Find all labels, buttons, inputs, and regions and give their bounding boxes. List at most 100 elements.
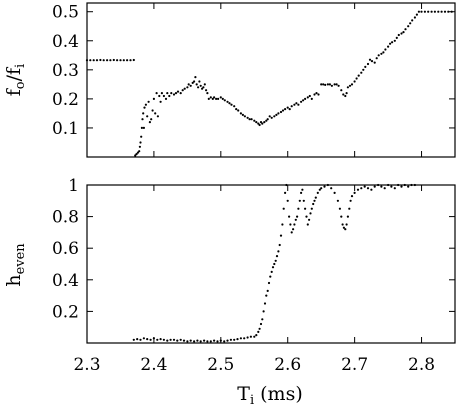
ratio-data-point: [201, 87, 204, 90]
ratio-data-point: [350, 83, 354, 86]
heven-data-point: [243, 337, 246, 340]
ratio-data-point: [132, 58, 135, 62]
ratio-data-point: [450, 10, 453, 13]
heven-data-point: [229, 338, 232, 341]
heven-data-point: [149, 338, 152, 341]
ratio-data-point: [370, 60, 374, 63]
ratio-data-point: [417, 10, 420, 13]
heven-data-point: [320, 187, 323, 190]
heven-data-point: [383, 187, 386, 190]
ratio-data-point: [353, 80, 356, 83]
ratio-data-point: [333, 83, 336, 86]
ratio-ytick-group: 0.1 0.2 0.3 0.4 0.5: [52, 3, 455, 139]
ratio-data-point: [203, 83, 206, 86]
ratio-data-point: [295, 102, 298, 105]
heven-data-point: [226, 339, 229, 342]
heven-data-point: [360, 187, 363, 190]
heven-data-point: [176, 339, 179, 342]
ratio-ytick-label: 0.3: [52, 61, 79, 81]
ratio-data-point: [411, 19, 414, 22]
ratio-data-point: [146, 115, 149, 118]
ratio-data-point: [150, 118, 153, 121]
ratio-data-point: [241, 113, 244, 116]
heven-data-point: [271, 266, 275, 269]
heven-data-point: [270, 270, 273, 273]
heven-data-point: [293, 223, 296, 226]
heven-data-point: [206, 340, 209, 343]
ratio-data-point: [195, 83, 198, 86]
heven-data-point: [407, 185, 410, 188]
heven-data-point: [377, 183, 380, 187]
heven-data-point: [326, 183, 329, 187]
ratio-data-point: [286, 106, 289, 109]
ratio-data-point: [228, 102, 231, 105]
ratio-data-point: [337, 84, 340, 87]
heven-data-point: [345, 223, 348, 226]
heven-data-point: [294, 218, 297, 221]
heven-data-point: [313, 199, 316, 202]
heven-data-point: [301, 188, 304, 191]
ratio-data-point: [427, 10, 430, 13]
ratio-data-point: [148, 121, 151, 124]
heven-data-point: [281, 223, 284, 226]
heven-xtick-label: 2.4: [140, 355, 167, 375]
ratio-data-point: [368, 58, 372, 61]
heven-data-point: [172, 338, 176, 341]
ratio-data-point: [233, 105, 236, 108]
ratio-data-point: [194, 76, 197, 79]
ratio-data-point: [308, 94, 311, 98]
ratio-data-point: [288, 108, 291, 111]
heven-data-point: [261, 318, 264, 321]
ratio-data-point: [357, 74, 360, 77]
ratio-data-point: [391, 41, 394, 44]
ratio-data-point: [250, 118, 253, 121]
ratio-data-point: [142, 126, 145, 129]
ratio-data-point: [423, 10, 426, 13]
ratio-data-point: [102, 59, 105, 62]
heven-data-point: [269, 275, 272, 278]
ratio-data-point: [136, 151, 139, 154]
ratio-ytick-label: 0.2: [52, 90, 79, 110]
ratio-data-point: [255, 121, 258, 124]
heven-data-point: [413, 183, 416, 187]
ratio-data-point: [209, 96, 212, 99]
heven-data-point: [285, 183, 288, 187]
heven-data-point: [286, 199, 289, 202]
ratio-data-point: [420, 10, 423, 13]
ratio-data-point: [373, 61, 376, 64]
heven-data-point: [370, 188, 373, 191]
ratio-data-point: [205, 89, 208, 92]
ratio-data-point: [122, 59, 125, 62]
ratio-data-point: [362, 68, 365, 71]
ratio-data-point: [206, 92, 209, 95]
ratio-data-point: [170, 92, 173, 95]
ratio-data-point: [109, 59, 112, 62]
heven-data-point: [263, 302, 267, 305]
heven-data-point: [146, 338, 149, 341]
ratio-data-point: [297, 103, 300, 106]
ratio-data-point: [151, 109, 154, 112]
heven-data-point: [233, 338, 236, 341]
ratio-data-point: [198, 80, 201, 83]
heven-data-point: [182, 339, 186, 342]
ratio-data-point: [340, 89, 343, 92]
heven-data-point: [136, 338, 139, 341]
heven-data-point: [323, 185, 326, 188]
ratio-data-point: [164, 97, 168, 100]
heven-data-point: [277, 250, 280, 253]
ratio-data-point: [263, 121, 266, 124]
ratio-data-point: [326, 83, 329, 86]
heven-data-point: [302, 199, 305, 202]
heven-ytick-label: 0.8: [52, 208, 79, 228]
ratio-data-point: [211, 97, 214, 100]
ratio-data-point: [407, 25, 410, 28]
ratio-data-point: [183, 87, 186, 90]
heven-data-point: [275, 255, 279, 258]
heven-ytick-group: 0.2 0.4 0.6 0.8 1: [52, 176, 455, 322]
panel-heven: 0.2 0.4 0.6 0.8 1 2.3 2.4 2.5 2.6 2.7 2.8 heven T…: [3, 176, 456, 408]
ratio-data-point: [243, 115, 246, 118]
panel-ratio: 0.1 0.2 0.3 0.4 0.5 fo/fi: [3, 2, 456, 158]
heven-data-point: [363, 185, 366, 188]
heven-data-point: [305, 215, 308, 218]
heven-data-point: [169, 338, 172, 341]
